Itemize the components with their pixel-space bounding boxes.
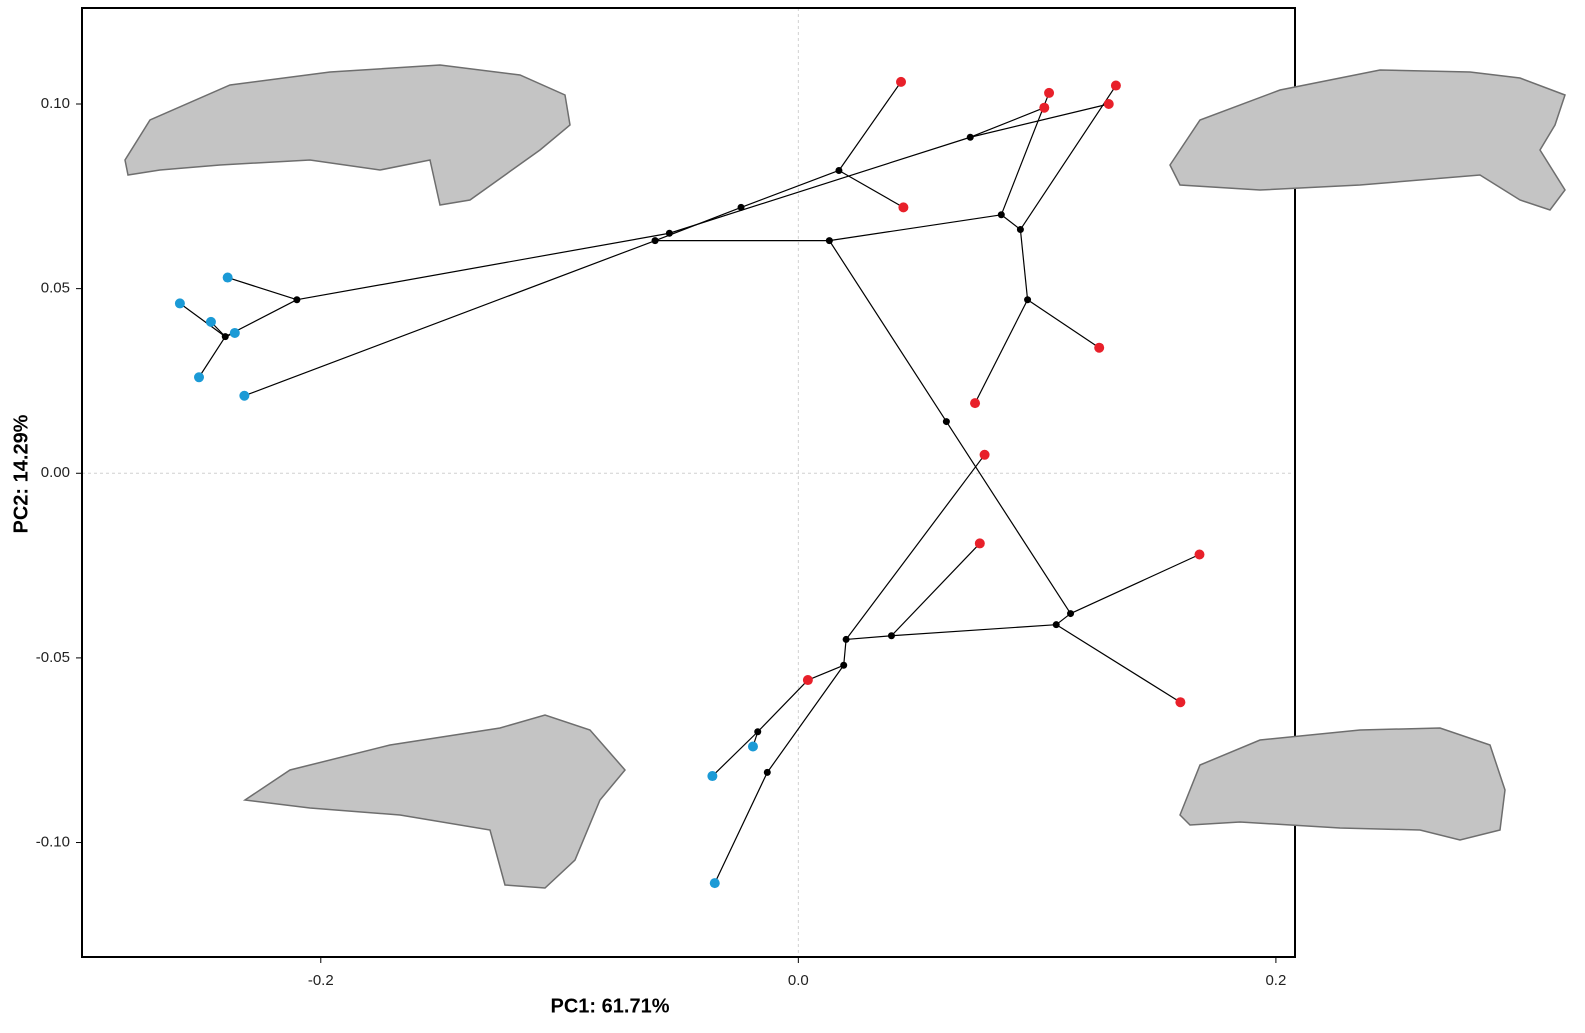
point xyxy=(898,202,909,213)
y-tick-label: -0.10 xyxy=(36,833,70,850)
tree-edge xyxy=(829,214,1002,242)
point xyxy=(896,76,907,87)
tree-edge xyxy=(970,103,1109,138)
tree-edge xyxy=(711,731,759,777)
tree-edge xyxy=(1000,214,1021,231)
tree-edge xyxy=(974,299,1029,404)
point xyxy=(651,237,659,245)
skull-bottom-left xyxy=(242,714,626,889)
point xyxy=(1052,621,1060,629)
tree-edge xyxy=(1027,299,1100,349)
tree-edge xyxy=(179,302,226,338)
tree-edge xyxy=(891,624,1057,637)
tree-edge xyxy=(1070,553,1200,615)
point xyxy=(754,728,762,736)
tree-edge xyxy=(1019,229,1029,300)
point xyxy=(802,675,813,686)
point xyxy=(1024,296,1032,304)
skull-bottom-right xyxy=(1179,727,1506,841)
point xyxy=(665,229,673,237)
tree-edge xyxy=(838,169,904,208)
point xyxy=(997,211,1005,219)
y-tick-label: 0.00 xyxy=(41,464,70,481)
point xyxy=(1067,610,1075,618)
tree-edge xyxy=(891,543,981,637)
x-tick-label: -0.2 xyxy=(308,972,334,989)
point xyxy=(221,333,229,341)
point xyxy=(1039,102,1050,113)
point xyxy=(763,768,771,776)
point xyxy=(1103,99,1114,110)
tree-edge xyxy=(740,169,840,208)
point xyxy=(1044,87,1055,98)
tree-edge xyxy=(838,81,902,171)
x-tick-label: 0.0 xyxy=(788,972,809,989)
point xyxy=(737,203,745,211)
y-tick-label: -0.05 xyxy=(36,649,70,666)
point xyxy=(840,661,848,669)
point xyxy=(229,327,240,338)
point xyxy=(222,272,233,283)
point xyxy=(1016,226,1024,234)
point xyxy=(1110,80,1121,91)
tree-edge xyxy=(828,240,947,422)
y-tick-label: 0.10 xyxy=(41,95,70,112)
tree-edge xyxy=(1000,92,1050,216)
point xyxy=(174,298,185,309)
y-tick-label: 0.05 xyxy=(41,280,70,297)
y-axis-title: PC2: 14.29% xyxy=(10,414,32,533)
point xyxy=(970,398,981,409)
plot-area: -0.2 0.0 0.2 0.10 0.05 0.00 -0.05 -0.10 xyxy=(36,7,1296,989)
point xyxy=(835,166,843,174)
x-tick-label: 0.2 xyxy=(1265,972,1286,989)
point xyxy=(747,741,758,752)
point xyxy=(707,771,718,782)
point xyxy=(205,316,216,327)
skull-top-right xyxy=(1169,69,1566,211)
tree-edge xyxy=(845,454,986,640)
point xyxy=(1175,697,1186,708)
tree-edge xyxy=(945,421,1072,614)
point xyxy=(194,372,205,383)
plot-border xyxy=(81,7,1296,958)
point xyxy=(709,878,720,889)
point xyxy=(966,133,974,141)
x-axis-title: PC1: 61.71% xyxy=(551,995,670,1017)
tree-edge xyxy=(227,276,298,301)
tree-edge xyxy=(1055,624,1181,703)
point xyxy=(842,635,850,643)
skull-top-left xyxy=(124,64,571,206)
point xyxy=(239,390,250,401)
tree-edge xyxy=(1019,85,1117,230)
tree-edge xyxy=(244,240,656,397)
point xyxy=(979,449,990,460)
point xyxy=(1194,549,1205,560)
tree-edge xyxy=(807,664,844,681)
point xyxy=(974,538,985,549)
tree-edge xyxy=(757,679,809,733)
tree-edge xyxy=(846,635,892,641)
tree-edge xyxy=(714,772,768,884)
tree-edge xyxy=(198,336,226,378)
point xyxy=(825,237,833,245)
point xyxy=(887,632,895,640)
point xyxy=(293,296,301,304)
tree-edge xyxy=(669,136,971,234)
skull-images xyxy=(124,64,1566,889)
tree-edge xyxy=(296,232,670,301)
point xyxy=(942,418,950,426)
tree-edge xyxy=(843,639,847,666)
tree-edge xyxy=(766,664,845,773)
tree-edge xyxy=(970,107,1045,138)
point xyxy=(1094,342,1105,353)
